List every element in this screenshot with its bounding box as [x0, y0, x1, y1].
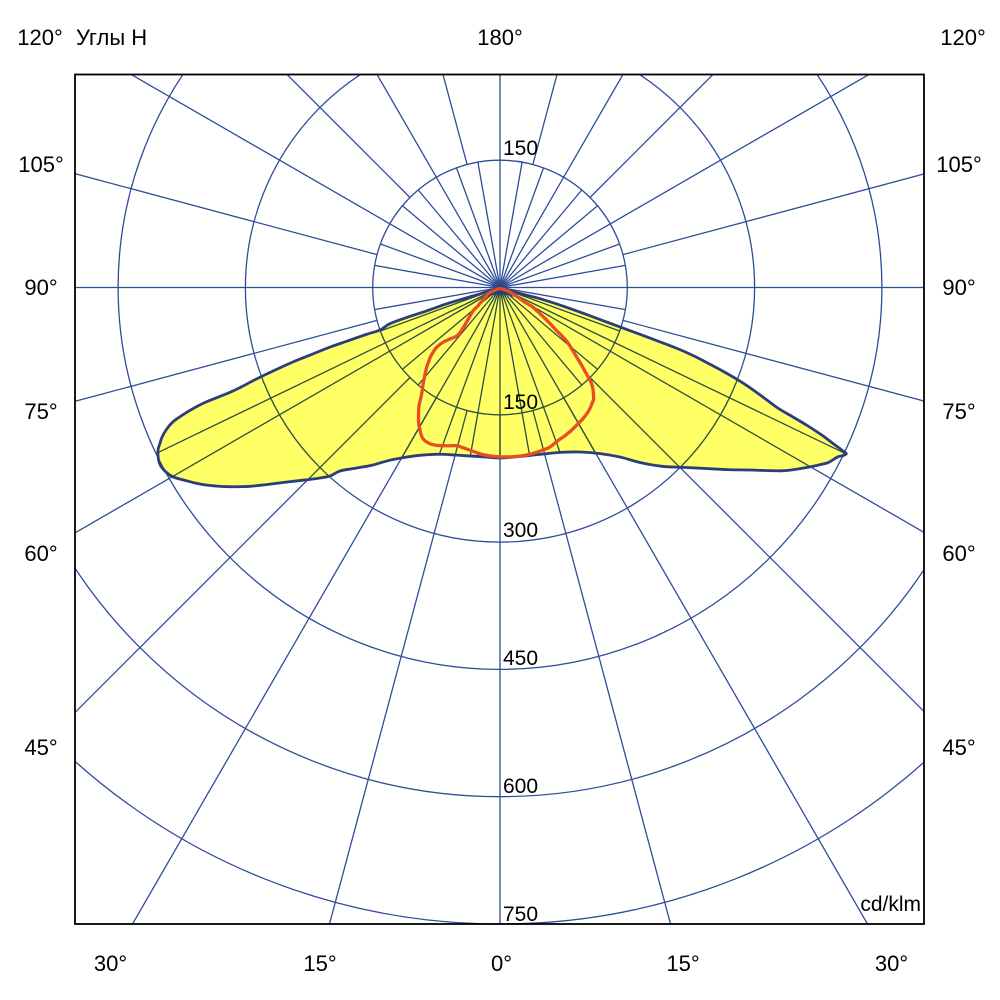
svg-text:0°: 0° [491, 951, 512, 976]
svg-text:15°: 15° [303, 951, 336, 976]
svg-text:90°: 90° [942, 275, 975, 300]
svg-text:105°: 105° [18, 152, 64, 177]
svg-text:120°: 120° [17, 25, 63, 50]
svg-text:45°: 45° [24, 735, 57, 760]
svg-text:120°: 120° [940, 25, 986, 50]
svg-text:75°: 75° [24, 399, 57, 424]
svg-text:60°: 60° [24, 541, 57, 566]
svg-text:750: 750 [503, 903, 538, 926]
svg-text:450: 450 [503, 647, 538, 670]
svg-text:Углы Н: Углы Н [76, 25, 147, 50]
svg-text:75°: 75° [942, 399, 975, 424]
svg-text:45°: 45° [942, 735, 975, 760]
svg-text:105°: 105° [936, 152, 982, 177]
svg-text:15°: 15° [666, 951, 699, 976]
svg-text:90°: 90° [24, 275, 57, 300]
svg-text:180°: 180° [477, 25, 523, 50]
svg-text:150: 150 [503, 391, 538, 414]
svg-text:30°: 30° [94, 951, 127, 976]
svg-text:600: 600 [503, 775, 538, 798]
svg-text:cd/klm: cd/klm [860, 893, 921, 916]
svg-text:150: 150 [503, 137, 538, 160]
svg-text:60°: 60° [942, 541, 975, 566]
svg-text:300: 300 [503, 519, 538, 542]
svg-text:30°: 30° [875, 951, 908, 976]
